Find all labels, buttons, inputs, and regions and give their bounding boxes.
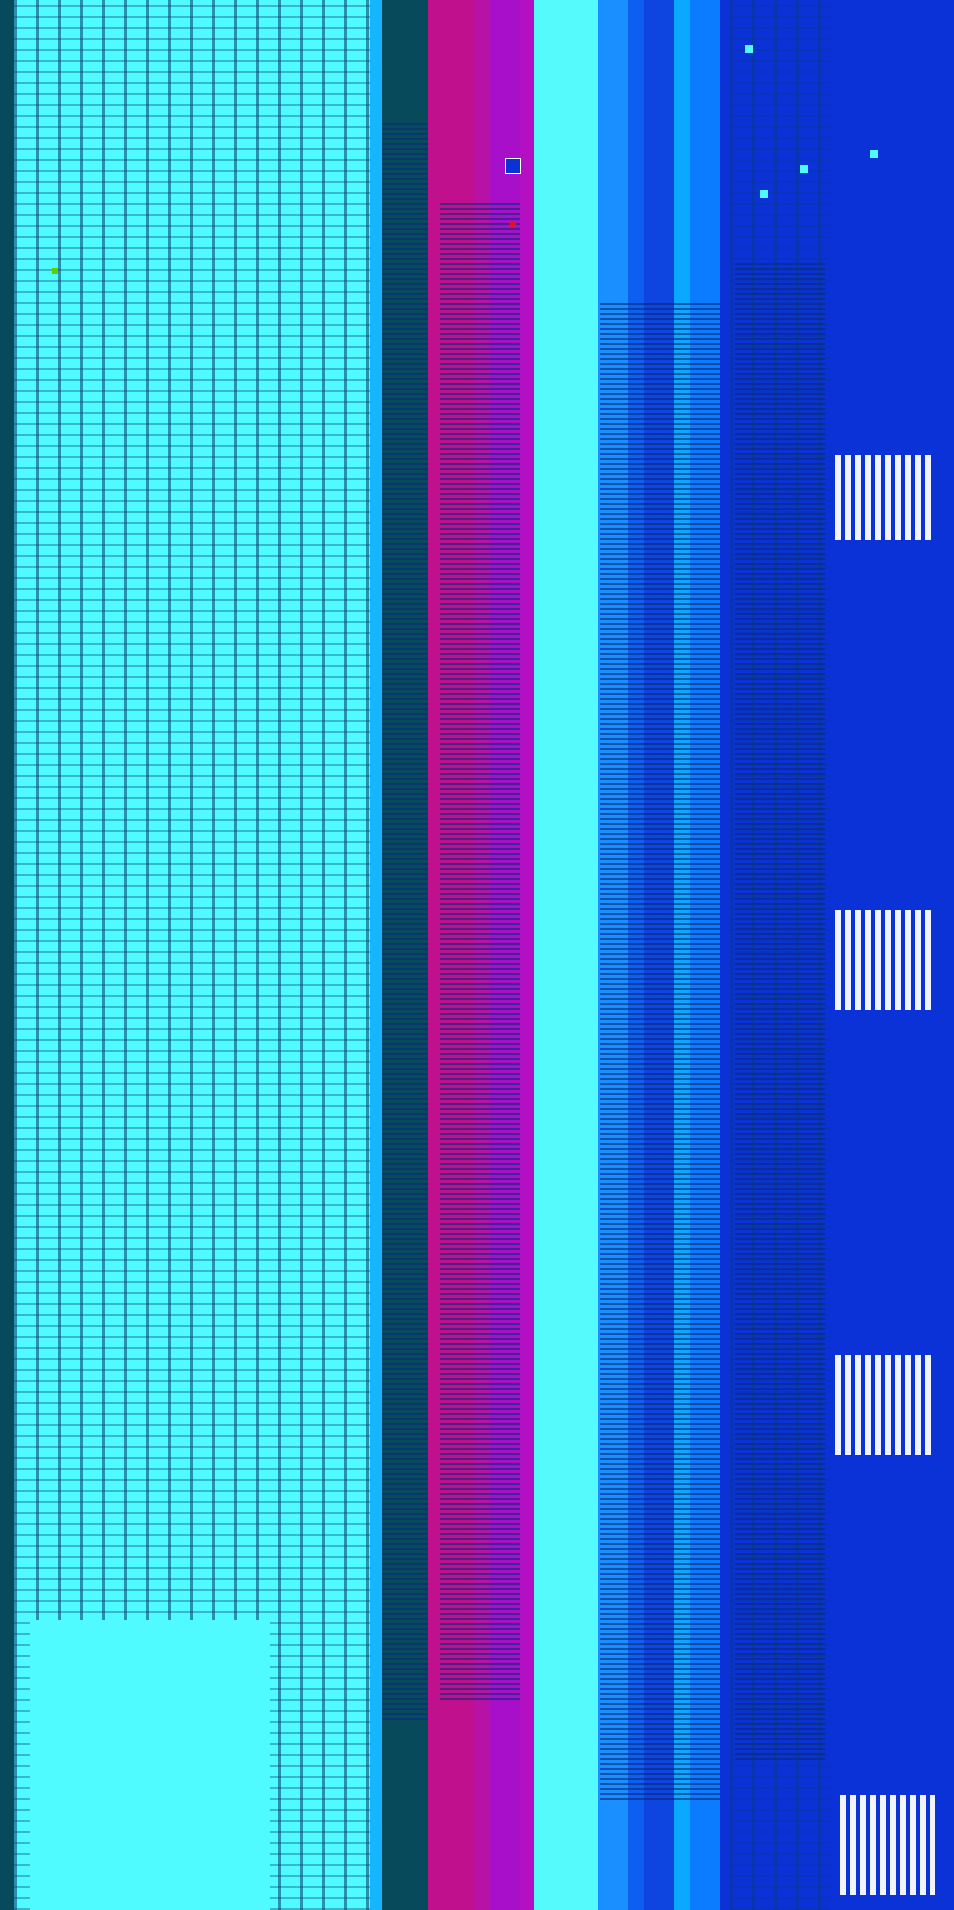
glyph-cluster-3 — [835, 1355, 935, 1455]
hatch-magenta — [440, 200, 520, 1700]
band-left-cyan-lines — [14, 0, 370, 1910]
band-bottom-left — [30, 1620, 270, 1910]
glyph-cluster-4 — [840, 1795, 935, 1895]
dot-4 — [760, 190, 768, 198]
hatch-blue — [600, 300, 720, 1800]
glyph-cluster-1 — [835, 455, 935, 540]
accent-red-dot — [510, 222, 516, 228]
band-pale-cyan — [534, 0, 598, 1910]
accent-blue-square — [505, 158, 521, 174]
dot-1 — [745, 45, 753, 53]
dot-3 — [870, 150, 878, 158]
accent-green-dot — [52, 268, 58, 274]
hatch-teal — [382, 120, 428, 1720]
band-left-edge — [0, 0, 14, 1910]
band-sky-strip — [370, 0, 382, 1910]
glyph-cluster-2 — [835, 910, 935, 1010]
hatch-deep — [735, 260, 825, 1760]
band-deep-blue-lines — [730, 0, 830, 1910]
band-purple-edge — [520, 0, 534, 1910]
dot-2 — [800, 165, 808, 173]
